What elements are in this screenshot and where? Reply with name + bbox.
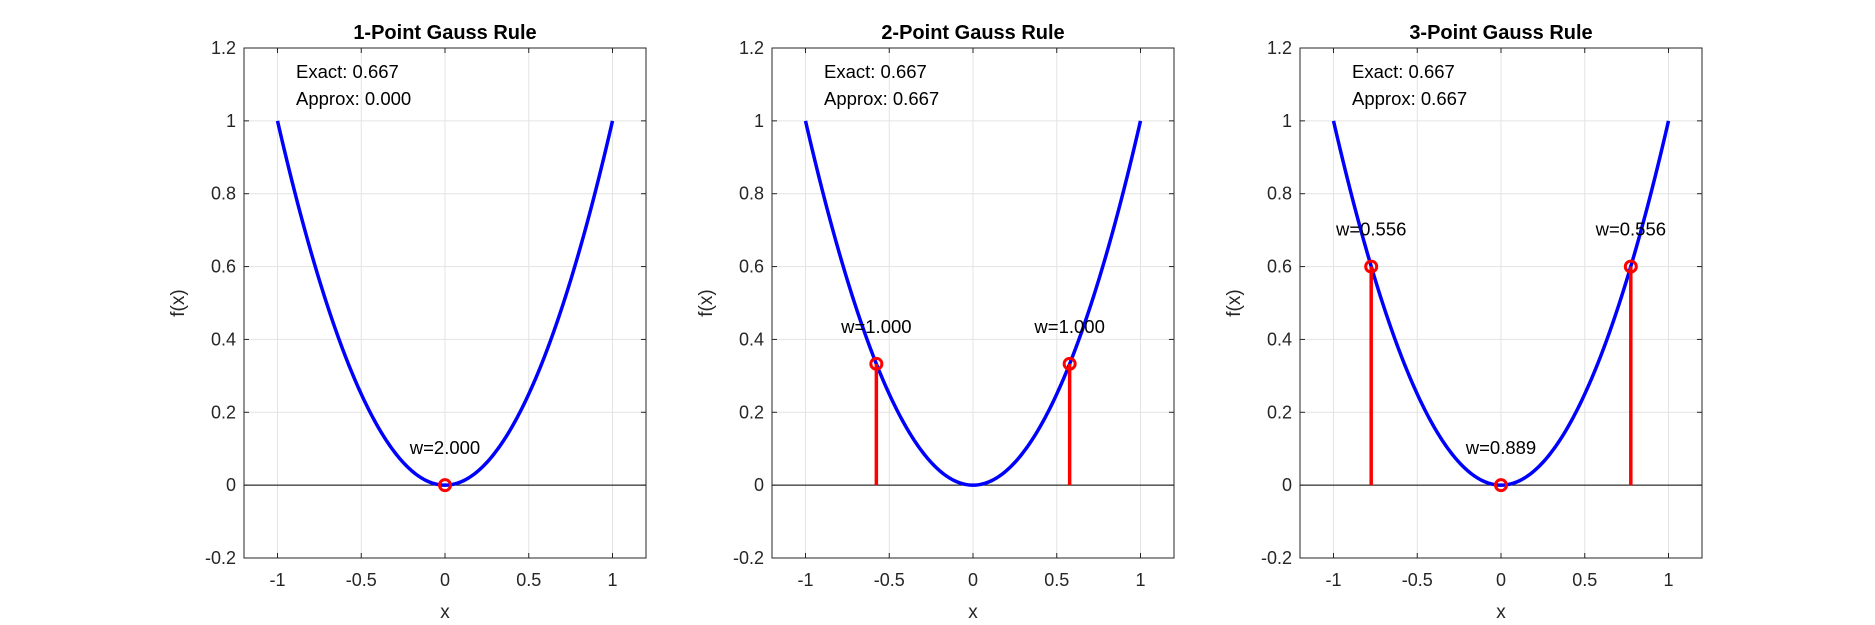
y-tick-label: 1.2 — [739, 38, 764, 58]
x-tick-label: 0 — [440, 570, 450, 590]
y-tick-label: 0 — [1282, 475, 1292, 495]
function-curve — [275, 120, 615, 487]
x-axis-label: x — [968, 602, 978, 623]
y-tick-label: 0.2 — [739, 402, 764, 422]
y-tick-label: 0.8 — [211, 184, 236, 204]
y-tick-label: 0.6 — [739, 257, 764, 277]
exact-value-text: Exact: 0.667 — [824, 61, 927, 82]
y-tick-label: 1.2 — [1267, 38, 1292, 58]
weight-label: w=0.556 — [1595, 219, 1666, 240]
y-axis-label: f(x) — [696, 289, 717, 316]
y-tick-label: 0.4 — [211, 329, 236, 349]
function-curve — [1331, 120, 1671, 487]
y-tick-label: 0 — [226, 475, 236, 495]
quadrature-point — [1364, 259, 1379, 274]
y-tick-label: -0.2 — [1261, 548, 1292, 568]
y-tick-label: 0.6 — [211, 257, 236, 277]
y-tick-label: 0 — [754, 475, 764, 495]
y-tick-label: 1 — [1282, 111, 1292, 131]
x-tick-label: -1 — [269, 570, 285, 590]
y-tick-label: 1.2 — [211, 38, 236, 58]
y-tick-label: 0.2 — [1267, 402, 1292, 422]
quadrature-point — [869, 356, 884, 371]
subplot-1: w=2.000 -1 -0.5 0 0.5 1 -0.2 0 0.2 0.4 0.6 0.8 1 1.2 1… — [168, 22, 647, 623]
y-tick-label: -0.2 — [205, 548, 236, 568]
x-tick-label: -0.5 — [874, 570, 905, 590]
x-tick-label: 0 — [1496, 570, 1506, 590]
chart-title: 2-Point Gauss Rule — [881, 22, 1064, 44]
y-tick-label: 0.4 — [1267, 329, 1292, 349]
x-axis-label: x — [440, 602, 450, 623]
x-tick-label: 0.5 — [516, 570, 541, 590]
x-tick-label: -0.5 — [346, 570, 377, 590]
y-tick-label: 0.8 — [1267, 184, 1292, 204]
subplot-3: w=0.556 w=0.889 w=0.556 -1 -0.5 0 0.5 1 -0.2 0 0.2… — [1224, 22, 1703, 623]
x-tick-label: 1 — [607, 570, 617, 590]
y-tick-label: 0.2 — [211, 402, 236, 422]
y-tick-label: -0.2 — [733, 548, 764, 568]
quadrature-point — [1494, 478, 1508, 493]
quadrature-point — [438, 478, 452, 493]
x-tick-label: 0 — [968, 570, 978, 590]
y-tick-label: 0.8 — [739, 184, 764, 204]
weight-label: w=1.000 — [840, 316, 911, 337]
chart-title: 3-Point Gauss Rule — [1409, 22, 1592, 44]
x-tick-label: -1 — [797, 570, 813, 590]
x-axis-label: x — [1496, 602, 1506, 623]
x-tick-label: 1 — [1135, 570, 1145, 590]
approx-value-text: Approx: 0.667 — [824, 88, 939, 109]
quadrature-point — [1623, 259, 1638, 274]
y-tick-label: 1 — [754, 111, 764, 131]
approx-value-text: Approx: 0.000 — [296, 88, 411, 109]
y-axis-label: f(x) — [1224, 289, 1245, 316]
subplot-2: w=1.000 w=1.000 -1 -0.5 0 0.5 1 -0.2 0 0.2 0.4 0.6 0… — [696, 22, 1175, 623]
y-tick-label: 0.6 — [1267, 257, 1292, 277]
chart-title: 1-Point Gauss Rule — [353, 22, 536, 44]
y-tick-label: 0.4 — [739, 329, 764, 349]
approx-value-text: Approx: 0.667 — [1352, 88, 1467, 109]
y-axis-label: f(x) — [168, 289, 189, 316]
weight-label: w=0.889 — [1465, 437, 1536, 458]
quadrature-point — [1062, 356, 1077, 371]
exact-value-text: Exact: 0.667 — [296, 61, 399, 82]
weight-label: w=2.000 — [409, 437, 480, 458]
exact-value-text: Exact: 0.667 — [1352, 61, 1455, 82]
x-tick-label: 0.5 — [1572, 570, 1597, 590]
weight-label: w=0.556 — [1335, 219, 1406, 240]
function-curve — [803, 120, 1143, 487]
weight-label: w=1.000 — [1033, 316, 1104, 337]
y-tick-label: 1 — [226, 111, 236, 131]
x-tick-label: -0.5 — [1402, 570, 1433, 590]
x-tick-label: -1 — [1325, 570, 1341, 590]
x-tick-label: 1 — [1663, 570, 1673, 590]
x-tick-label: 0.5 — [1044, 570, 1069, 590]
